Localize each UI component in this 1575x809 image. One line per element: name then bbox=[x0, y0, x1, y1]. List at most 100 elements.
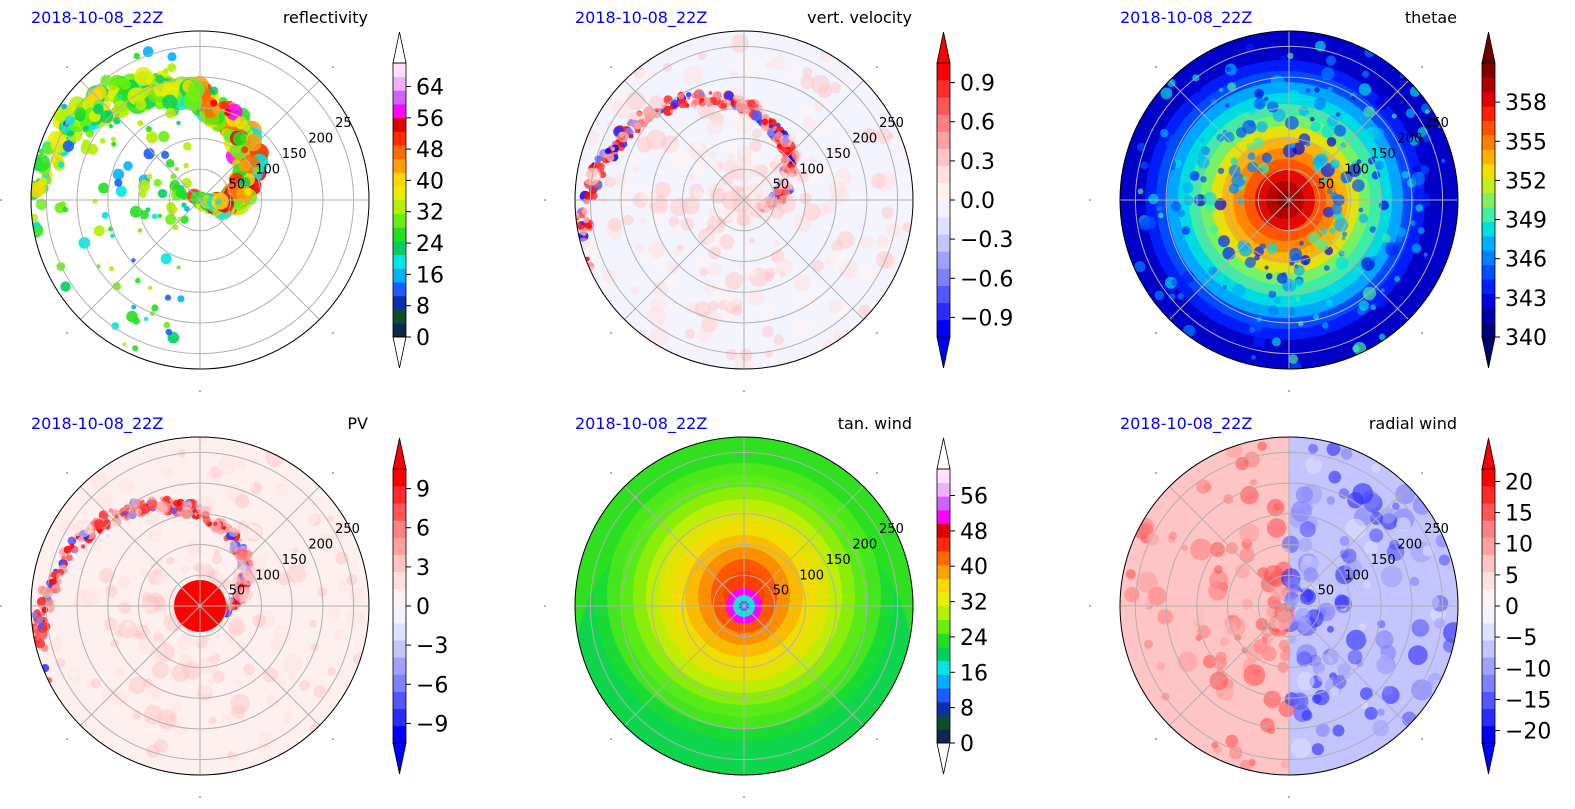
field-cell bbox=[1231, 283, 1246, 298]
field-cell bbox=[1372, 294, 1387, 309]
colorbar-segment bbox=[1482, 207, 1495, 222]
field-cell bbox=[308, 619, 317, 628]
field-cell bbox=[93, 103, 104, 115]
field-cell bbox=[730, 128, 742, 140]
radial-line bbox=[199, 199, 320, 320]
field-cell bbox=[183, 142, 192, 151]
colorbar-tick-label: −0.3 bbox=[960, 228, 1013, 253]
field-cell bbox=[1171, 279, 1178, 286]
field-cell bbox=[1138, 218, 1151, 231]
ring-label: 50 bbox=[229, 584, 246, 599]
field-cell bbox=[741, 272, 750, 282]
field-cell bbox=[723, 314, 732, 323]
field-cell bbox=[1239, 547, 1255, 563]
colorbar-segment bbox=[937, 182, 950, 201]
field-cell bbox=[114, 666, 125, 678]
field-cell bbox=[770, 56, 786, 71]
ring-label: 200 bbox=[852, 538, 877, 553]
field-cell bbox=[802, 116, 816, 131]
field-cell bbox=[334, 629, 345, 640]
field-cell bbox=[244, 133, 262, 152]
field-cell bbox=[1322, 322, 1329, 329]
field-cell bbox=[1259, 243, 1266, 250]
colorbar-segment bbox=[937, 217, 950, 235]
field-cell bbox=[1401, 171, 1410, 179]
field-cell bbox=[1315, 723, 1330, 737]
field-cell bbox=[232, 131, 247, 146]
field-cell bbox=[813, 118, 832, 137]
colorbar-segment bbox=[1482, 469, 1495, 487]
field-cell bbox=[155, 74, 165, 84]
field-cell bbox=[1423, 252, 1428, 257]
colorbar-segment bbox=[1482, 91, 1495, 107]
panel-time-label: 2018-10-08_22Z bbox=[31, 414, 163, 434]
field-cell bbox=[1411, 172, 1425, 186]
field-cell bbox=[1363, 581, 1371, 589]
field-cell bbox=[602, 269, 617, 284]
field-cell bbox=[92, 198, 98, 204]
field-cell bbox=[337, 581, 349, 593]
field-cell bbox=[157, 213, 163, 219]
field-cell bbox=[694, 301, 712, 318]
field-cell bbox=[105, 110, 113, 119]
colorbar-extend-high bbox=[936, 31, 951, 64]
colorbar-segment bbox=[393, 254, 406, 269]
radial-line bbox=[80, 199, 201, 320]
field-cell bbox=[1183, 78, 1193, 89]
field-cell bbox=[345, 608, 365, 628]
colorbar-segment bbox=[393, 63, 406, 77]
field-cell bbox=[1217, 692, 1224, 699]
colorbar-tick-label: −5 bbox=[1505, 626, 1537, 651]
field-cell bbox=[1290, 500, 1312, 522]
field-cell bbox=[669, 224, 681, 235]
field-cell bbox=[287, 564, 306, 584]
colorbar-segment bbox=[1482, 120, 1495, 136]
field-cell bbox=[1438, 554, 1450, 566]
field-cell bbox=[292, 547, 299, 554]
field-cell bbox=[798, 106, 806, 113]
field-cell bbox=[1380, 565, 1403, 588]
colorbar-segment bbox=[1482, 163, 1495, 179]
field-cell bbox=[1359, 623, 1367, 631]
field-cell bbox=[627, 111, 646, 130]
field-cell bbox=[735, 100, 748, 112]
field-cell bbox=[90, 677, 101, 689]
field-cell bbox=[1239, 523, 1260, 544]
field-cell bbox=[1197, 625, 1211, 639]
field-cell bbox=[227, 676, 246, 694]
axis-tick-dot bbox=[1155, 66, 1157, 68]
field-cell bbox=[1276, 272, 1288, 284]
radial-line bbox=[1169, 80, 1290, 201]
field-cell bbox=[78, 536, 85, 543]
field-cell bbox=[628, 155, 637, 164]
field-cell bbox=[1419, 165, 1430, 175]
field-cell bbox=[34, 638, 46, 649]
field-cell bbox=[737, 155, 746, 165]
field-cell bbox=[1225, 63, 1237, 76]
field-cell bbox=[109, 266, 114, 272]
field-cell bbox=[72, 600, 81, 608]
field-cell bbox=[1136, 142, 1146, 152]
field-cell bbox=[1184, 584, 1206, 606]
field-cell bbox=[282, 654, 303, 675]
colorbar-tick-label: 15 bbox=[1505, 502, 1533, 527]
field-cell bbox=[165, 159, 175, 168]
field-cell bbox=[752, 128, 762, 139]
colorbar-segment bbox=[1482, 135, 1495, 150]
field-cell bbox=[1124, 586, 1140, 603]
plot-frame bbox=[30, 436, 370, 776]
axis-tick-dot bbox=[1288, 796, 1290, 798]
field-cell bbox=[1340, 448, 1353, 460]
field-cell bbox=[1256, 121, 1268, 133]
field-cell bbox=[1303, 567, 1319, 583]
field-cell bbox=[1342, 231, 1348, 237]
field-cell bbox=[1162, 157, 1176, 172]
ring-label: 200 bbox=[308, 132, 333, 147]
field-cell bbox=[346, 574, 358, 586]
field-cell bbox=[586, 184, 591, 189]
field-cell bbox=[775, 258, 794, 276]
colorbar-segment bbox=[393, 469, 406, 487]
field-cell bbox=[1301, 710, 1313, 721]
field-cell bbox=[36, 635, 42, 642]
field-cell bbox=[770, 170, 789, 190]
